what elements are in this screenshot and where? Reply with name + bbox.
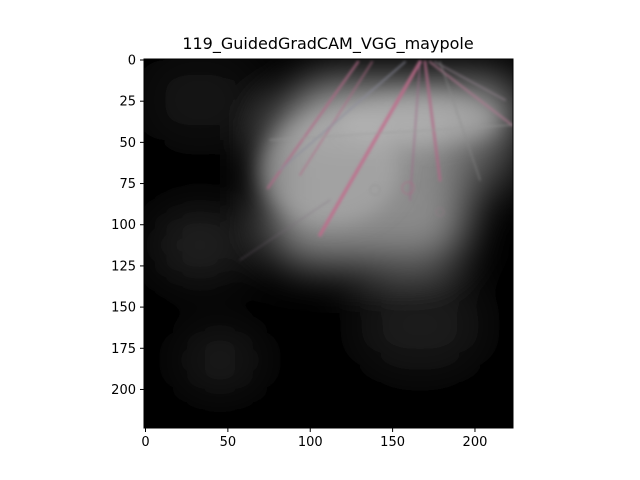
y-tick-label: 200 (111, 383, 136, 398)
y-tick-label: 100 (111, 218, 136, 233)
y-tick-label: 150 (111, 301, 136, 316)
x-tick-label: 100 (298, 435, 323, 450)
x-tick-label: 0 (141, 435, 149, 450)
x-axis-ticks: 0 50 100 150 200 (141, 428, 487, 450)
axes-frame (143, 58, 514, 429)
maypole-ribbons (239, 60, 513, 261)
y-tick-label: 125 (111, 259, 136, 274)
y-tick-label: 50 (119, 136, 136, 151)
x-tick-label: 50 (220, 435, 237, 450)
y-tick-label: 75 (119, 177, 136, 192)
heatmap-image (144, 59, 513, 428)
y-tick-label: 0 (128, 54, 136, 69)
x-tick-label: 200 (463, 435, 488, 450)
y-tick-label: 175 (111, 342, 136, 357)
y-axis-ticks: 0 25 50 75 100 125 150 175 200 (111, 54, 144, 398)
x-tick-label: 150 (380, 435, 405, 450)
figure-title: 119_GuidedGradCAM_VGG_maypole (182, 34, 473, 54)
y-tick-label: 25 (119, 95, 136, 110)
